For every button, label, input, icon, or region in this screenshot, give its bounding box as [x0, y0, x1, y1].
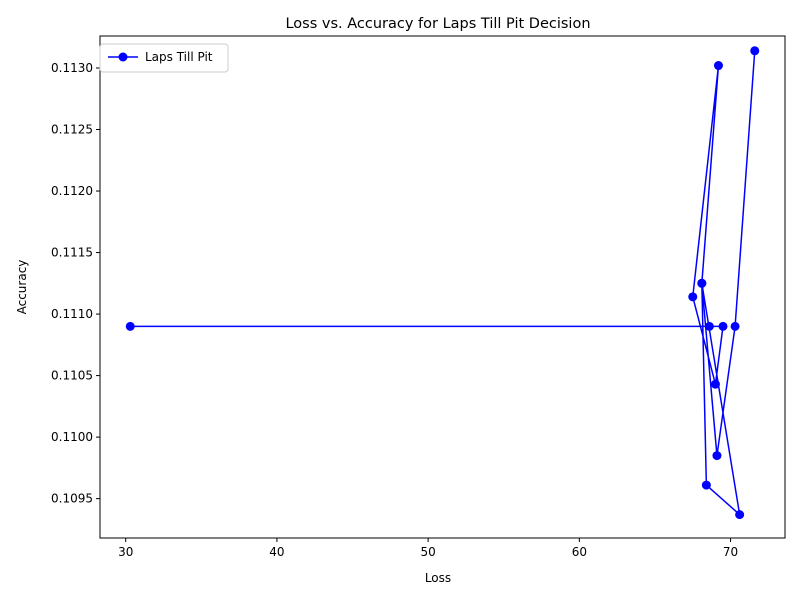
y-tick-label: 0.1100 — [51, 430, 93, 444]
data-point — [701, 480, 711, 490]
y-axis-label: Accuracy — [15, 260, 29, 315]
data-point — [710, 379, 720, 389]
data-point — [125, 321, 135, 331]
data-point — [750, 46, 760, 56]
data-point — [697, 278, 707, 288]
data-point — [704, 321, 714, 331]
chart-title: Loss vs. Accuracy for Laps Till Pit Deci… — [285, 16, 590, 32]
y-tick-label: 0.1110 — [51, 307, 93, 321]
y-tick-label: 0.1125 — [51, 123, 93, 137]
x-tick-label: 30 — [118, 545, 133, 559]
y-tick-label: 0.1105 — [51, 369, 93, 383]
data-point — [712, 451, 722, 461]
plot-frame — [99, 35, 786, 539]
x-axis-ticks: 30 40 50 60 70 — [118, 538, 738, 559]
data-point — [735, 510, 745, 520]
plot-area — [100, 36, 785, 538]
y-tick-label: 0.1095 — [51, 492, 93, 506]
x-tick-label: 40 — [269, 545, 284, 559]
x-axis-label: Loss — [425, 571, 451, 585]
y-tick-label: 0.1115 — [51, 246, 93, 260]
x-tick-label: 70 — [723, 545, 738, 559]
data-point — [688, 292, 698, 302]
y-tick-label: 0.1130 — [51, 61, 93, 75]
data-point — [713, 61, 723, 71]
x-tick-label: 50 — [420, 545, 435, 559]
y-axis-ticks: 0.1095 0.1100 0.1105 0.1110 0.1115 0.1120 0.11… — [51, 61, 100, 506]
legend-box — [99, 43, 229, 73]
legend: Laps Till Pit — [99, 43, 229, 73]
data-point — [730, 321, 740, 331]
x-tick-label: 60 — [572, 545, 587, 559]
plot-data — [125, 46, 760, 520]
legend-marker-swatch — [118, 52, 128, 62]
data-point — [718, 321, 728, 331]
y-tick-label: 0.1120 — [51, 184, 93, 198]
legend-label: Laps Till Pit — [145, 50, 213, 64]
